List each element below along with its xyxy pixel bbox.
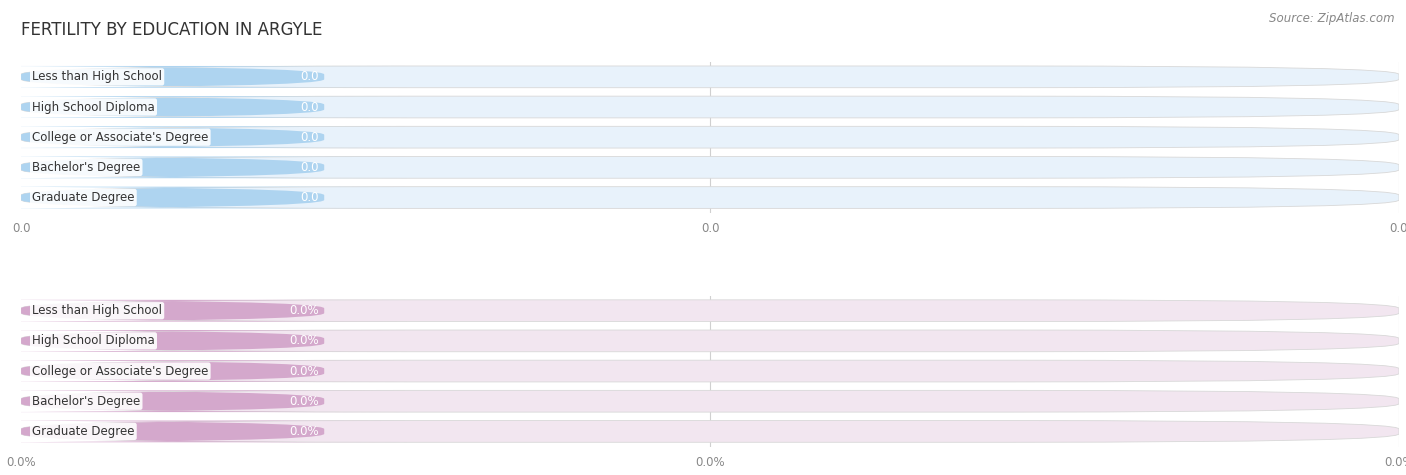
FancyBboxPatch shape <box>21 156 1399 178</box>
Text: 0.0%: 0.0% <box>290 334 319 347</box>
FancyBboxPatch shape <box>21 187 1399 209</box>
Text: Source: ZipAtlas.com: Source: ZipAtlas.com <box>1270 12 1395 25</box>
FancyBboxPatch shape <box>21 330 1399 352</box>
Text: High School Diploma: High School Diploma <box>32 101 155 114</box>
FancyBboxPatch shape <box>0 420 406 442</box>
Text: 0.0: 0.0 <box>301 191 319 204</box>
Text: Bachelor's Degree: Bachelor's Degree <box>32 161 141 174</box>
Text: 0.0%: 0.0% <box>290 304 319 317</box>
Text: 0.0%: 0.0% <box>290 395 319 408</box>
FancyBboxPatch shape <box>0 126 406 148</box>
Text: College or Associate's Degree: College or Associate's Degree <box>32 131 208 144</box>
Text: College or Associate's Degree: College or Associate's Degree <box>32 364 208 378</box>
Text: Graduate Degree: Graduate Degree <box>32 425 135 438</box>
FancyBboxPatch shape <box>0 300 406 322</box>
Text: 0.0: 0.0 <box>301 131 319 144</box>
FancyBboxPatch shape <box>21 420 1399 442</box>
Text: High School Diploma: High School Diploma <box>32 334 155 347</box>
Text: 0.0: 0.0 <box>301 101 319 114</box>
FancyBboxPatch shape <box>0 187 406 209</box>
FancyBboxPatch shape <box>21 66 1399 88</box>
FancyBboxPatch shape <box>21 360 1399 382</box>
FancyBboxPatch shape <box>21 390 1399 412</box>
FancyBboxPatch shape <box>0 330 406 352</box>
Text: 0.0: 0.0 <box>301 70 319 83</box>
Text: FERTILITY BY EDUCATION IN ARGYLE: FERTILITY BY EDUCATION IN ARGYLE <box>21 21 322 39</box>
FancyBboxPatch shape <box>0 390 406 412</box>
FancyBboxPatch shape <box>21 126 1399 148</box>
Text: Less than High School: Less than High School <box>32 304 162 317</box>
Text: 0.0%: 0.0% <box>290 364 319 378</box>
Text: 0.0%: 0.0% <box>290 425 319 438</box>
FancyBboxPatch shape <box>0 360 406 382</box>
FancyBboxPatch shape <box>21 300 1399 322</box>
FancyBboxPatch shape <box>21 96 1399 118</box>
Text: Bachelor's Degree: Bachelor's Degree <box>32 395 141 408</box>
FancyBboxPatch shape <box>0 96 406 118</box>
FancyBboxPatch shape <box>0 156 406 178</box>
Text: Less than High School: Less than High School <box>32 70 162 83</box>
FancyBboxPatch shape <box>0 66 406 88</box>
Text: Graduate Degree: Graduate Degree <box>32 191 135 204</box>
Text: 0.0: 0.0 <box>301 161 319 174</box>
